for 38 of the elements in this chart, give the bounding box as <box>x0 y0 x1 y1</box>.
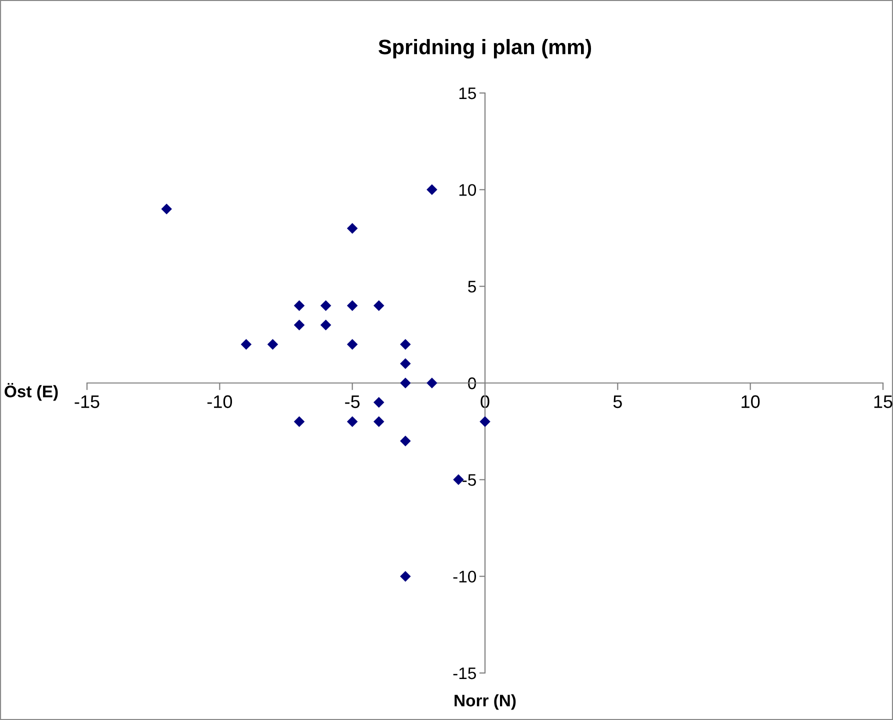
point <box>426 184 438 196</box>
chart-title: Spridning i plan (mm) <box>378 39 592 59</box>
point <box>294 300 305 312</box>
x-tick-label: -5 <box>345 395 360 408</box>
point <box>320 320 332 330</box>
point <box>240 338 252 350</box>
point <box>294 320 305 330</box>
point <box>346 416 358 428</box>
x-tick-label: 15 <box>874 395 892 408</box>
point <box>400 436 411 446</box>
point <box>346 300 358 312</box>
x-axis-title: Öst (E) <box>4 383 58 401</box>
y-tick-label: -10 <box>453 570 476 583</box>
x-tick-label: -10 <box>207 395 232 408</box>
y-tick-label: -15 <box>453 668 476 680</box>
point <box>400 338 411 350</box>
y-tick-label: 5 <box>468 280 476 293</box>
point <box>267 338 278 350</box>
x-tick-label: 5 <box>613 395 622 408</box>
point <box>346 338 358 350</box>
point <box>294 416 305 428</box>
point <box>320 300 332 312</box>
y-tick-label: 15 <box>459 88 476 100</box>
point <box>400 358 411 370</box>
point <box>426 378 438 388</box>
x-tick-label: -15 <box>74 395 100 408</box>
y-tick-label: -5 <box>462 474 476 486</box>
y-tick-label: 10 <box>459 184 476 196</box>
point <box>480 416 490 428</box>
point <box>346 222 358 234</box>
point <box>373 300 384 312</box>
x-tick-label: 10 <box>742 395 760 408</box>
point <box>373 396 384 408</box>
text: Norr (N) <box>454 694 516 710</box>
point <box>373 416 384 428</box>
point <box>400 570 411 582</box>
point <box>400 378 411 388</box>
point <box>161 204 172 214</box>
